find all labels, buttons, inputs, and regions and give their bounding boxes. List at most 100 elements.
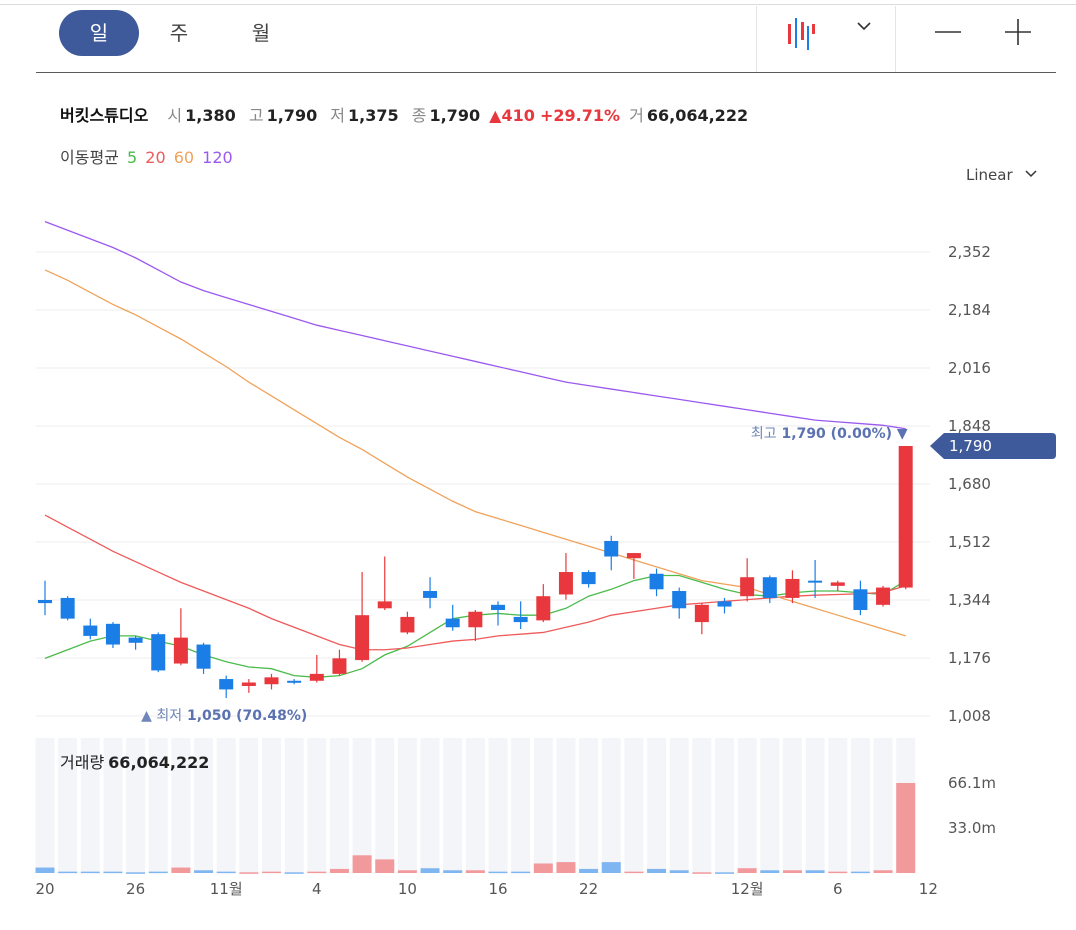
candle-body [105,623,120,645]
volume-bar [80,871,100,874]
volume-column-bg [307,738,327,873]
x-tick-label: 22 [579,880,598,898]
candle-body [445,618,460,628]
change-percent: +29.71% [539,106,621,125]
ma-period-120: 120 [202,148,233,167]
volume-bar [782,870,802,873]
volume-column-bg [329,738,349,873]
chevron-down-icon[interactable] [854,16,874,36]
candle [626,553,641,579]
volume-bar [126,872,146,874]
volume-column-bg [126,738,146,873]
candle [241,679,256,693]
price-summary: 버킷스튜디오 시 1,380 고 1,790 저 1,375 종 1,790 ▲410 … [60,102,752,126]
volume-column-bg [511,738,531,873]
candle [853,580,868,616]
ma-period-60: 60 [173,148,195,167]
volume-bar [669,870,689,873]
volume-bar [397,870,417,873]
volume-column-bg [715,738,734,873]
volume-column-bg [148,738,168,873]
candle-body [355,615,370,661]
candle-body [558,572,573,595]
high-label: 고 [248,106,264,125]
zoom-out-button[interactable] [933,18,965,46]
x-tick-label: 6 [833,880,843,898]
candle-body [219,679,234,690]
volume-column-bg [352,738,372,873]
volume-bar [601,862,621,873]
volume-bar [307,871,327,874]
stock-name: 버킷스튜디오 [60,106,149,125]
price-tick-label: 2,352 [948,243,991,261]
volume-column-bg [80,738,100,873]
volume-column-bg [873,738,893,873]
candle [672,587,687,619]
x-tick-label: 12월 [731,880,764,898]
volume-column-bg [239,738,259,873]
tab-daily[interactable]: 일 [59,10,139,56]
candle-body [830,582,845,586]
volume-column-bg [669,738,689,873]
last-price-tag [930,433,1056,460]
candle [785,570,800,604]
volume-tick-label: 33.0m [948,819,996,837]
zoom-in-button[interactable] [1003,16,1035,48]
volume-bar [329,868,349,873]
tab-monthly[interactable]: 월 [251,21,271,45]
volume-bar [828,871,848,874]
candle [309,654,324,683]
volume-column-bg [782,738,802,873]
volume-bar [737,868,757,873]
candle [649,568,664,597]
candle [694,603,709,635]
candle-body [876,587,891,605]
volume-column-bg [216,738,236,873]
candle-body [423,591,438,598]
toolbar-divider [895,6,896,72]
candle-body [241,682,256,686]
low-value: 1,375 [348,106,399,125]
volume-bar [760,870,780,873]
volume-label: 거 [629,106,644,125]
candlestick-chart-icon[interactable] [781,14,831,54]
volume-bar [556,862,576,873]
candle-body [808,580,823,583]
volume-bar [805,870,825,873]
candle-body [491,604,505,611]
high-annotation: 최고 1,790 (0.00%) ▼ [751,426,908,442]
candle [196,642,211,674]
candle [876,585,891,607]
candle [400,611,415,635]
candle-body [694,604,709,623]
volume-bar [58,871,78,874]
candle-body [762,577,777,598]
volume-bar [647,868,667,873]
volume-column-bg [850,738,870,873]
volume-column-bg [601,738,621,873]
volume-column-bg [443,738,463,873]
tab-weekly[interactable]: 주 [169,21,189,45]
candle [219,675,234,699]
candle [423,577,438,609]
candle-body [536,596,551,621]
candle-body [377,601,392,609]
volume-bar [171,867,191,873]
volume-column-bg [488,738,508,873]
volume-column-bg [35,738,55,873]
open-value: 1,380 [185,106,236,125]
scale-select[interactable]: Linear [966,166,1039,184]
ma-period-20: 20 [145,148,166,167]
candle-body [151,634,166,671]
candle-body [740,577,755,597]
candle [898,446,913,590]
change-value: 410 [501,106,535,125]
toolbar-divider [756,6,757,72]
high-value: 1,790 [266,106,318,125]
price-tick-label: 1,680 [948,475,991,493]
price-tick-label: 1,344 [948,591,991,609]
volume-bar [579,868,599,873]
ma-120-line [44,221,906,430]
volume-column-bg [737,738,757,873]
